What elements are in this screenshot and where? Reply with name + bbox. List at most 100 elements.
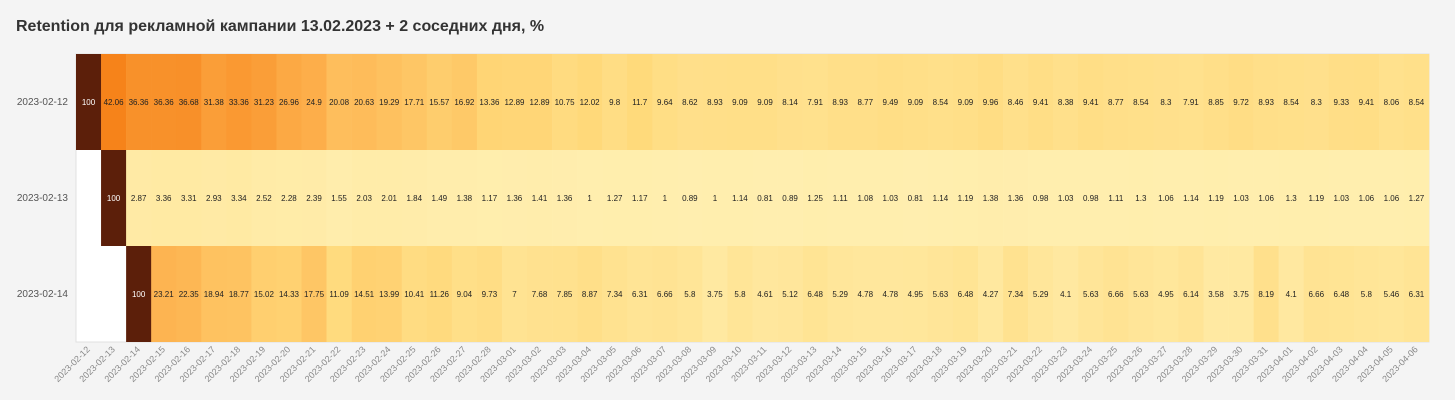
cell-value-label: 20.63	[354, 98, 375, 107]
heatmap-cell	[326, 150, 352, 246]
cell-value-label: 0.81	[908, 194, 924, 203]
cell-value-label: 2.87	[131, 194, 147, 203]
heatmap-cell	[827, 54, 854, 150]
heatmap-cell	[1053, 54, 1079, 150]
cell-value-label: 12.02	[580, 98, 601, 107]
cell-value-label: 11.09	[329, 290, 349, 299]
heatmap-cell	[501, 150, 528, 246]
heatmap-cell	[702, 246, 728, 342]
cell-value-label: 1.49	[432, 194, 448, 203]
cell-value-label: 9.41	[1359, 98, 1375, 107]
heatmap-cell	[1328, 150, 1355, 246]
cell-value-label: 26.96	[279, 98, 300, 107]
heatmap-cell	[1028, 54, 1054, 150]
cell-value-label: 2.28	[281, 194, 297, 203]
heatmap-cell	[1103, 54, 1129, 150]
heatmap-cell	[1228, 150, 1254, 246]
heatmap-cell	[1203, 246, 1229, 342]
cell-value-label: 2.39	[306, 194, 322, 203]
cell-value-label: 2.93	[206, 194, 222, 203]
heatmap-cell	[1153, 150, 1179, 246]
cell-value-label: 18.94	[204, 290, 225, 299]
cell-value-label: 11.7	[632, 98, 648, 107]
heatmap-cell	[1178, 246, 1204, 342]
cell-value-label: 8.93	[707, 98, 723, 107]
heatmap-cell	[1328, 54, 1355, 150]
cell-value-label: 6.66	[1108, 290, 1124, 299]
cell-value-label: 36.68	[179, 98, 200, 107]
heatmap-cell	[1128, 150, 1154, 246]
heatmap-cell	[301, 54, 327, 150]
cell-value-label: 5.12	[782, 290, 798, 299]
heatmap-cell	[101, 150, 127, 246]
heatmap-cell	[677, 54, 703, 150]
heatmap-cell	[577, 54, 603, 150]
cell-value-label: 17.75	[304, 290, 325, 299]
cell-value-label: 9.33	[1334, 98, 1350, 107]
cell-value-label: 1.03	[1334, 194, 1350, 203]
heatmap-cell	[877, 150, 904, 246]
cell-value-label: 7.91	[807, 98, 823, 107]
cell-value-label: 10.75	[555, 98, 576, 107]
heatmap-cell	[501, 246, 528, 342]
heatmap-cell	[401, 150, 428, 246]
cell-value-label: 3.36	[156, 194, 172, 203]
cell-value-label: 2.01	[381, 194, 397, 203]
cell-value-label: 1.17	[632, 194, 648, 203]
heatmap-cell	[827, 246, 854, 342]
cell-value-label: 1.06	[1384, 194, 1400, 203]
heatmap-cell	[902, 150, 929, 246]
heatmap-cell	[952, 246, 979, 342]
cell-value-label: 1.27	[1409, 194, 1425, 203]
heatmap-cell	[101, 54, 127, 150]
cell-value-label: 3.75	[707, 290, 723, 299]
heatmap-cell	[802, 246, 828, 342]
cell-value-label: 11.26	[430, 290, 450, 299]
heatmap-cell	[351, 54, 377, 150]
cell-value-label: 6.48	[1334, 290, 1350, 299]
cell-value-label: 9.96	[983, 98, 999, 107]
cell-value-label: 1.27	[607, 194, 623, 203]
cell-value-label: 31.23	[254, 98, 275, 107]
y-tick-label: 2023-02-12	[17, 97, 69, 108]
cell-value-label: 1.03	[883, 194, 899, 203]
heatmap-cell	[1228, 54, 1254, 150]
heatmap-cell	[1053, 150, 1079, 246]
heatmap-cell	[251, 54, 277, 150]
heatmap-cell	[552, 150, 578, 246]
cell-value-label: 1.38	[457, 194, 473, 203]
cell-value-label: 5.8	[1361, 290, 1373, 299]
heatmap-cell	[627, 150, 653, 246]
heatmap-cell	[1253, 54, 1279, 150]
cell-value-label: 14.51	[354, 290, 375, 299]
cell-value-label: 13.99	[379, 290, 400, 299]
cell-value-label: 1	[663, 194, 668, 203]
heatmap-cell	[552, 54, 578, 150]
heatmap-cell	[1078, 150, 1104, 246]
cell-value-label: 13.36	[479, 98, 500, 107]
heatmap-cell	[1078, 246, 1104, 342]
heatmap-cell	[351, 150, 377, 246]
heatmap-cell	[326, 54, 352, 150]
cell-value-label: 9.09	[732, 98, 748, 107]
cell-value-label: 7	[512, 290, 517, 299]
heatmap-cell	[727, 54, 753, 150]
cell-value-label: 8.62	[682, 98, 698, 107]
cell-value-label: 7.91	[1183, 98, 1199, 107]
cell-value-label: 3.58	[1208, 290, 1224, 299]
heatmap-cell	[927, 150, 954, 246]
heatmap-cell	[151, 54, 177, 150]
heatmap-cell	[1353, 150, 1380, 246]
cell-value-label: 2.03	[356, 194, 372, 203]
heatmap-cell	[752, 150, 778, 246]
cell-value-label: 1	[587, 194, 592, 203]
heatmap-cell	[652, 150, 678, 246]
cell-value-label: 3.34	[231, 194, 247, 203]
cell-value-label: 1.14	[1183, 194, 1199, 203]
cell-value-label: 6.48	[958, 290, 974, 299]
cell-value-label: 10.41	[404, 290, 425, 299]
heatmap-cell	[1053, 246, 1079, 342]
heatmap-cell	[602, 246, 628, 342]
cell-value-label: 14.33	[279, 290, 300, 299]
heatmap-cell	[827, 150, 854, 246]
